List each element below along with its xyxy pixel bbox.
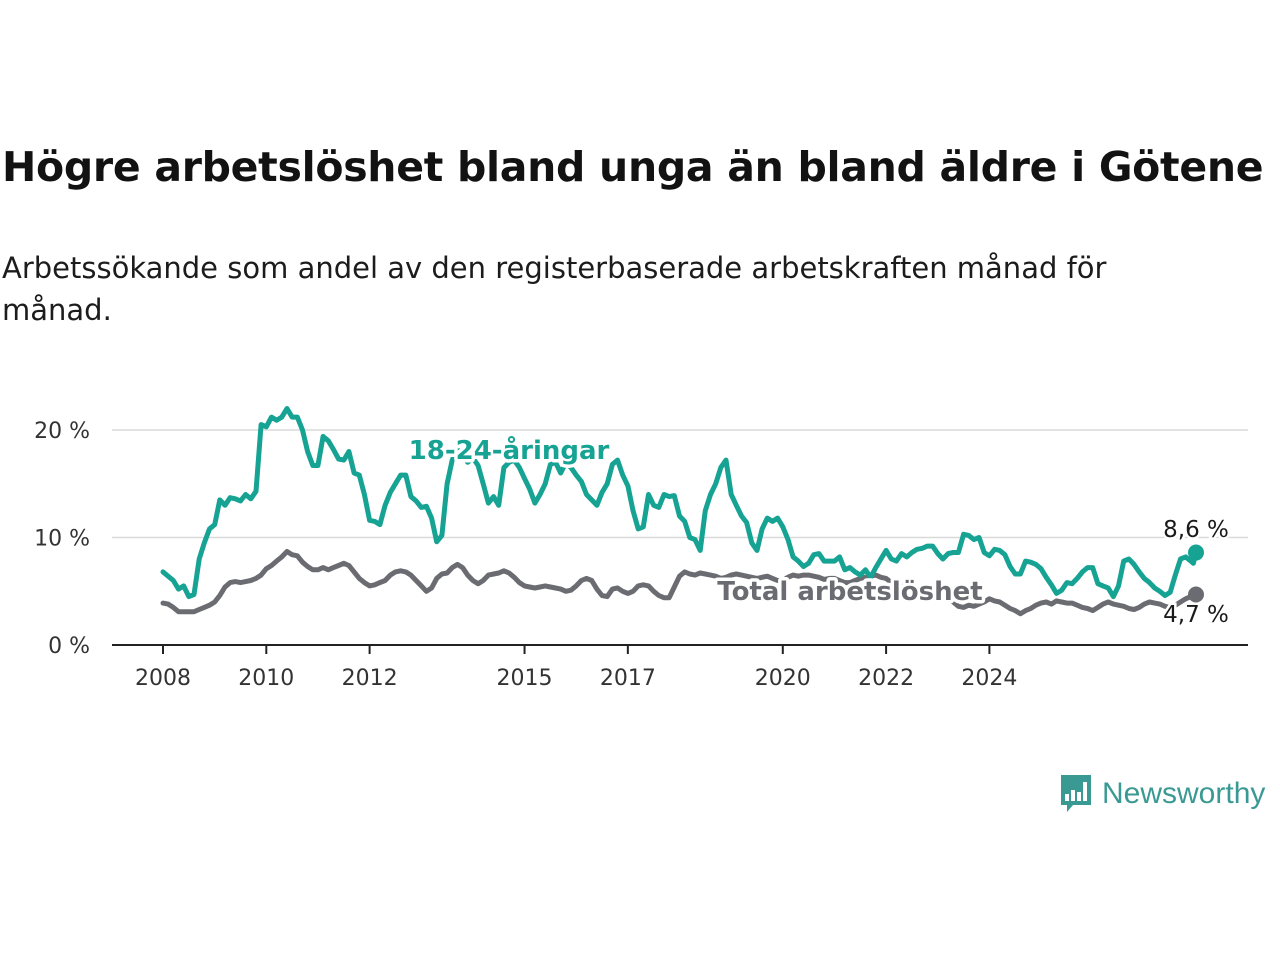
series-end-point-youth [1188,544,1204,561]
x-tick-label: 2022 [858,666,914,691]
x-tick-label: 2017 [600,666,656,691]
x-tick-label: 2008 [135,666,191,691]
x-tick-label: 2024 [961,666,1017,691]
axes: 0 % 10 % 20 % 2008 2010 2012 2015 2017 2020 2022 2… [34,419,1248,691]
x-tick-label: 2010 [238,666,294,691]
grid-lines [112,429,1248,539]
page-subtitle: Arbetssökande som andel av den registerb… [2,251,1107,327]
end-label-youth: 8,6 % [1163,517,1229,543]
series-line-total [160,549,1199,617]
series-label-youth: 18-24-åringar [409,434,610,466]
x-tick-label: 2020 [755,666,811,691]
series-lines [160,406,1204,617]
y-tick-label: 10 % [34,527,90,552]
end-label-total: 4,7 % [1163,602,1229,628]
series-end-point-total [1188,586,1204,603]
series-line-youth [160,406,1199,600]
labels: 18-24-åringar Total arbetslöshet 8,6 % 4,7 … [405,431,1231,631]
newsworthy-logo-icon [1061,775,1091,812]
newsworthy-brand: Newsworthy [1058,772,1265,816]
x-tick-label: 2012 [342,666,398,691]
series-label-total: Total arbetslöshet [717,577,982,607]
y-tick-label: 0 % [48,634,90,659]
y-tick-label: 20 % [34,419,90,444]
page-title: Högre arbetslöshet bland unga än bland ä… [2,143,1264,191]
brand-name: Newsworthy [1102,777,1266,810]
x-tick-label: 2015 [497,666,553,691]
